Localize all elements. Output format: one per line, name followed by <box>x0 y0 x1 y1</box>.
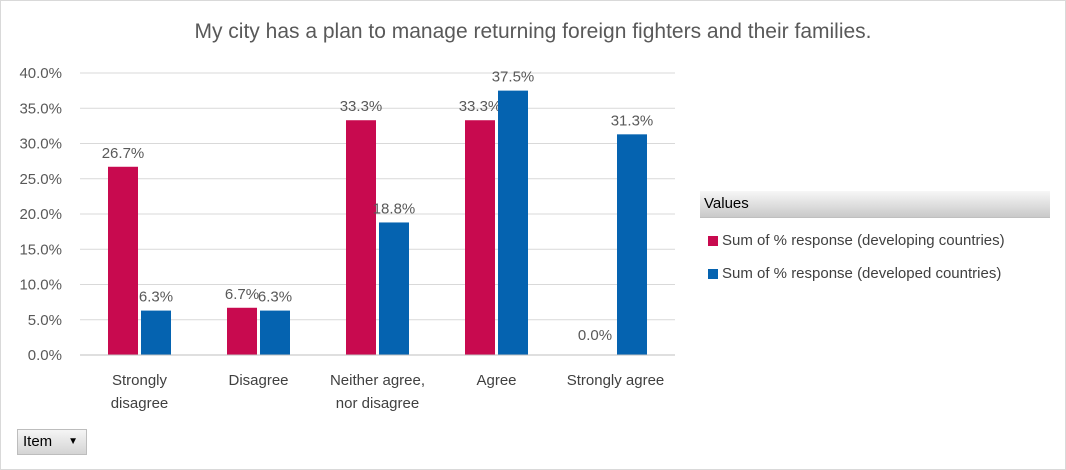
data-label: 26.7% <box>102 145 145 162</box>
data-label: 31.3% <box>611 112 654 129</box>
data-label: 18.8% <box>373 200 416 217</box>
bar <box>617 134 647 355</box>
legend: Values Sum of % response (developing cou… <box>700 191 1050 284</box>
x-tick-label: Agree <box>476 372 516 389</box>
bar <box>346 120 376 355</box>
data-label: 37.5% <box>492 69 535 86</box>
data-label: 6.3% <box>139 289 173 306</box>
x-tick-label: Strongly <box>112 372 168 389</box>
legend-swatch-developing <box>708 236 718 246</box>
y-tick-label: 0.0% <box>28 347 62 364</box>
data-label: 6.3% <box>258 289 292 306</box>
x-tick-label: Disagree <box>228 372 288 389</box>
y-tick-label: 25.0% <box>19 171 62 188</box>
bar <box>465 120 495 355</box>
bar <box>108 166 138 355</box>
bar <box>227 307 257 355</box>
dropdown-arrow-icon: ▼ <box>68 436 78 447</box>
legend-label-developed: Sum of % response (developed countries) <box>722 265 1002 282</box>
x-tick-label: nor disagree <box>336 395 419 412</box>
x-tick-label: Strongly agree <box>567 372 665 389</box>
y-tick-label: 35.0% <box>19 100 62 117</box>
bar <box>498 90 528 355</box>
y-tick-label: 20.0% <box>19 206 62 223</box>
legend-item-developing: Sum of % response (developing countries) <box>700 231 1050 251</box>
y-tick-label: 15.0% <box>19 241 62 258</box>
y-tick-label: 10.0% <box>19 277 62 294</box>
item-field-button[interactable]: Item ▼ <box>17 429 87 455</box>
y-tick-label: 40.0% <box>19 65 62 82</box>
data-label: 6.7% <box>225 286 259 303</box>
x-tick-label: Neither agree, <box>330 372 425 389</box>
bar <box>141 310 171 355</box>
y-tick-label: 5.0% <box>28 312 62 329</box>
chart-title: My city has a plan to manage returning f… <box>194 20 872 43</box>
bar <box>379 222 409 355</box>
bar <box>260 310 290 355</box>
data-label: 0.0% <box>578 327 612 344</box>
data-label: 33.3% <box>340 98 383 115</box>
legend-title[interactable]: Values <box>700 191 1050 218</box>
data-label: 33.3% <box>459 98 502 115</box>
item-field-label: Item <box>23 433 53 450</box>
y-tick-label: 30.0% <box>19 136 62 153</box>
legend-swatch-developed <box>708 269 718 279</box>
legend-item-developed: Sum of % response (developed countries) <box>700 264 1050 284</box>
x-tick-label: disagree <box>111 395 169 412</box>
legend-label-developing: Sum of % response (developing countries) <box>722 232 1005 249</box>
